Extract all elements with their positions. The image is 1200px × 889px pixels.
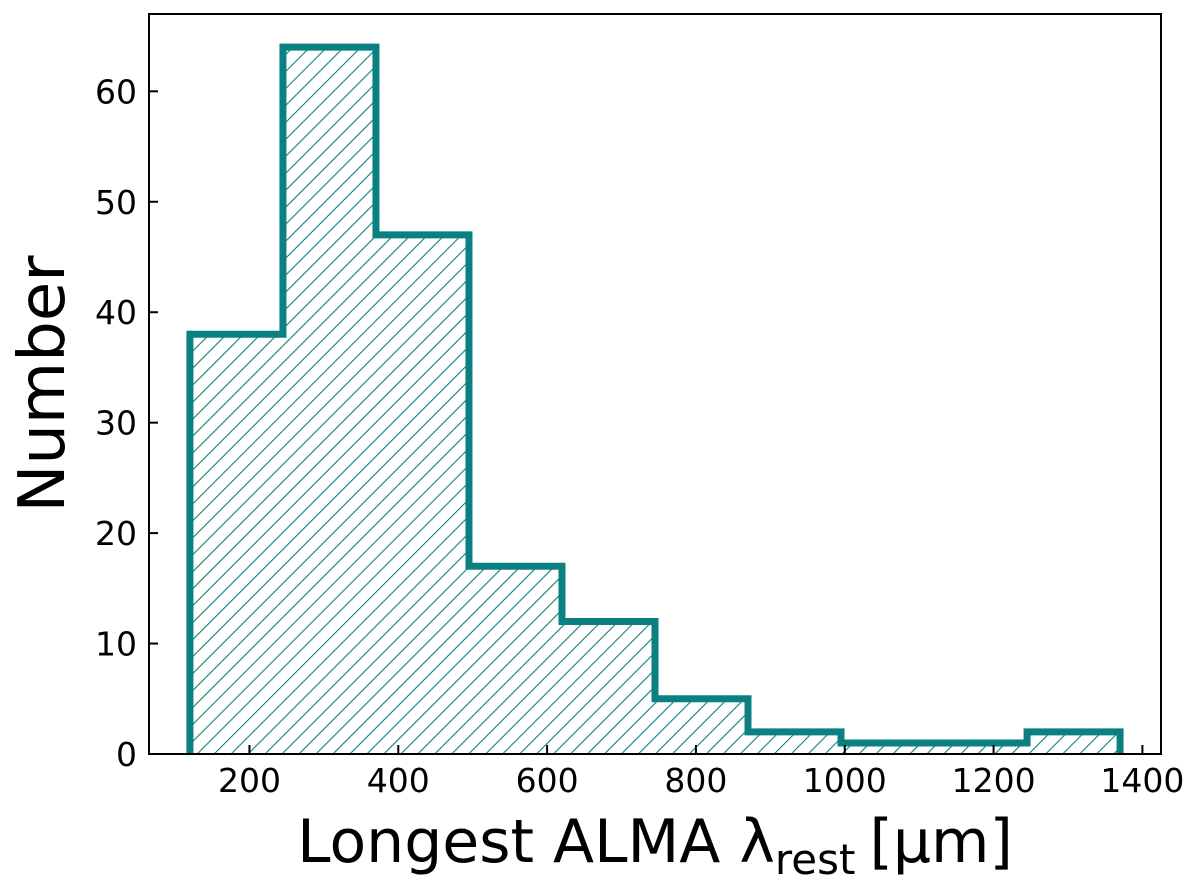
histogram-bar <box>655 698 749 754</box>
y-tick-label: 20 <box>95 514 137 553</box>
y-tick-label: 0 <box>116 735 137 774</box>
y-tick-label: 10 <box>95 625 137 664</box>
histogram-bar <box>561 621 655 754</box>
x-axis-label-main: Longest ALMA λ <box>297 807 775 877</box>
histogram-outline <box>186 43 1124 754</box>
histogram-bar <box>468 566 562 754</box>
histogram-bar <box>375 234 469 755</box>
x-tick-label: 1400 <box>1100 761 1184 800</box>
histogram-bar <box>934 742 1028 754</box>
x-tick-label: 1000 <box>803 761 887 800</box>
histogram-bars <box>189 47 1121 755</box>
y-tick-label: 40 <box>95 293 137 332</box>
y-tick-label: 30 <box>95 404 137 443</box>
y-tick-label: 60 <box>95 72 137 111</box>
histogram-bar <box>841 742 935 754</box>
x-tick-label: 800 <box>664 761 727 800</box>
plot-frame <box>148 13 1162 755</box>
y-tick-label: 50 <box>95 183 137 222</box>
x-axis-label: Longest ALMA λrest [μm] <box>297 807 1013 884</box>
x-tick-label: 600 <box>516 761 579 800</box>
histogram-bar <box>748 731 842 754</box>
histogram-bar <box>189 334 283 754</box>
x-tick-label: 400 <box>367 761 430 800</box>
axis-ticks: 200 400 600 800 1000 1200 1400 0 10 20 30 40 50 60 <box>95 72 1184 800</box>
histogram-bar <box>282 47 376 754</box>
x-tick-label: 1200 <box>952 761 1036 800</box>
histogram-bar <box>1027 731 1121 754</box>
x-axis-label-subscript: rest <box>775 835 856 884</box>
x-axis-label-unit: [μm] <box>869 807 1012 877</box>
x-tick-label: 200 <box>218 761 281 800</box>
y-axis-label: Number <box>6 255 80 513</box>
